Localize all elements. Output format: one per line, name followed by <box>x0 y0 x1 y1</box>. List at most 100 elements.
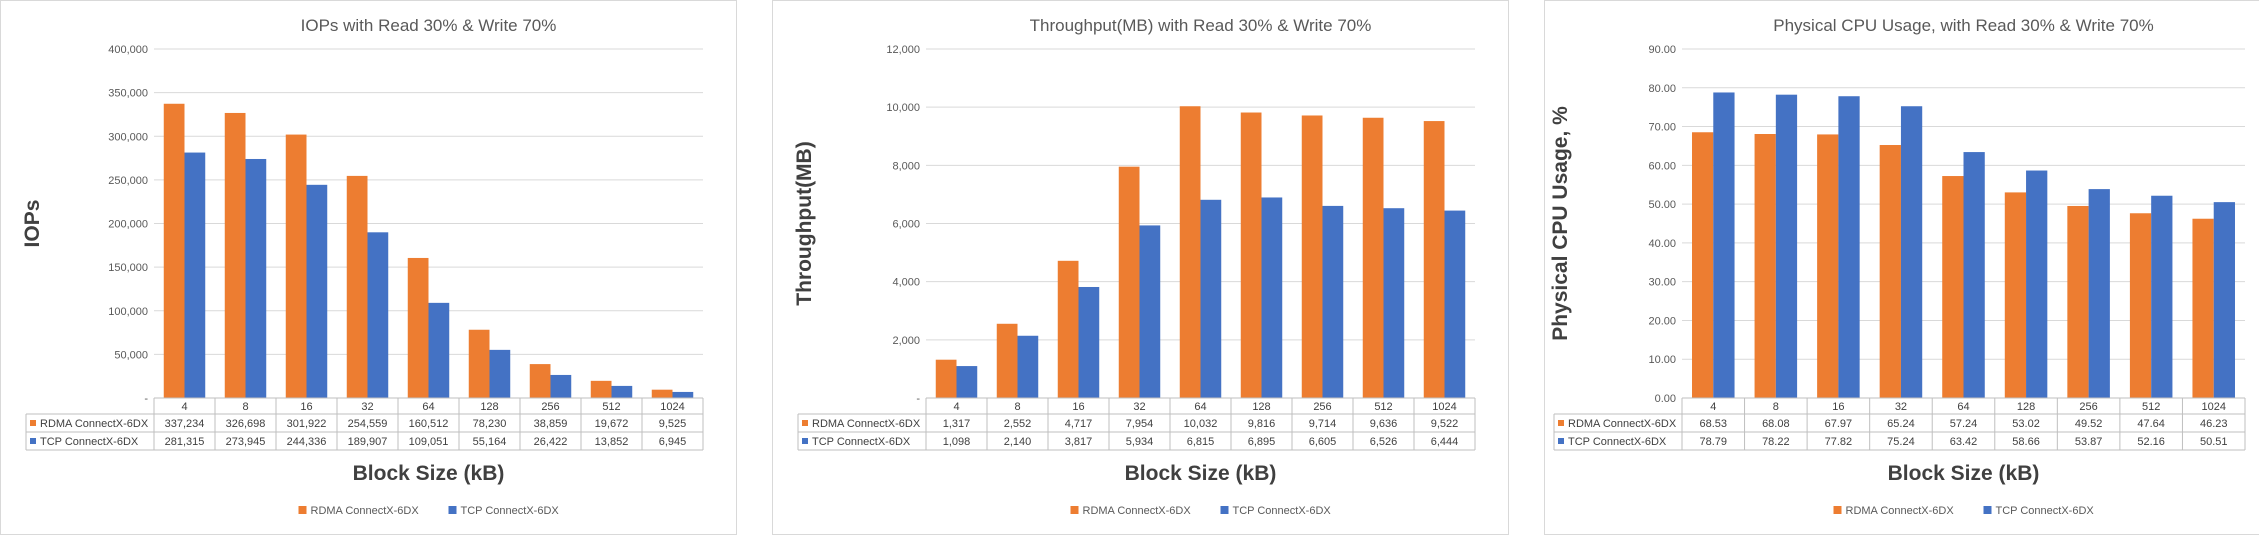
rdma-bar <box>1179 106 1201 399</box>
x-category-label: 64 <box>1957 401 1969 413</box>
y-tick-label: 80.00 <box>1648 83 1676 95</box>
table-value: 254,559 <box>348 418 388 430</box>
y-tick-label: - <box>144 393 148 405</box>
y-tick-label: - <box>916 393 920 405</box>
rdma-bar <box>996 323 1018 398</box>
table-value: 6,815 <box>1187 436 1215 448</box>
legend-label-tcp: TCP ConnectX-6DX <box>1233 505 1332 517</box>
table-value: 3,817 <box>1065 436 1093 448</box>
tcp-bar <box>184 152 206 398</box>
x-category-label: 512 <box>1374 401 1392 413</box>
table-value: 67.97 <box>1825 418 1853 430</box>
rdma-bar <box>1879 145 1901 398</box>
y-tick-label: 6,000 <box>892 219 920 231</box>
legend-swatch-tcp <box>1220 506 1229 514</box>
rdma-bar <box>1942 176 1964 398</box>
table-value: 10,032 <box>1184 418 1218 430</box>
x-category-label: 8 <box>1773 401 1779 413</box>
tcp-bar <box>611 385 633 398</box>
y-tick-label: 200,000 <box>108 219 148 231</box>
iops-y-axis-label: IOPs <box>21 200 44 248</box>
rdma-bar <box>651 389 673 398</box>
tcp-bar <box>367 232 389 398</box>
rdma-bar <box>1301 115 1323 398</box>
chart-panel-throughput: Throughput(MB) with Read 30% & Write 70%… <box>772 0 1509 535</box>
y-tick-label: 400,000 <box>108 44 148 56</box>
tcp-bar <box>2026 170 2048 398</box>
table-value: 337,234 <box>165 418 205 430</box>
rdma-bar <box>1118 166 1140 398</box>
table-row-header: TCP ConnectX-6DX <box>812 436 911 448</box>
x-category-label: 32 <box>1133 401 1145 413</box>
rdma-bar <box>346 175 368 398</box>
y-tick-label: 12,000 <box>886 44 920 56</box>
tcp-bar <box>1383 208 1405 398</box>
throughput-chart-title: Throughput(MB) with Read 30% & Write 70% <box>1030 16 1372 35</box>
table-row-header: RDMA ConnectX-6DX <box>40 418 149 430</box>
table-value: 6,945 <box>659 436 687 448</box>
x-category-label: 8 <box>242 401 248 413</box>
rdma-bar <box>935 359 957 398</box>
y-tick-label: 250,000 <box>108 175 148 187</box>
tcp-bar <box>2213 202 2235 398</box>
x-category-label: 1024 <box>2201 401 2225 413</box>
rdma-bar <box>1692 132 1714 398</box>
y-tick-label: 50.00 <box>1648 199 1676 211</box>
x-category-label: 512 <box>2142 401 2160 413</box>
y-tick-label: 20.00 <box>1648 315 1676 327</box>
legend-swatch-rdma <box>1833 506 1842 514</box>
table-value: 4,717 <box>1065 418 1093 430</box>
tcp-bar <box>489 349 511 398</box>
x-category-label: 16 <box>1832 401 1844 413</box>
table-value: 75.24 <box>1887 436 1915 448</box>
table-value: 65.24 <box>1887 418 1915 430</box>
table-value: 281,315 <box>165 436 205 448</box>
iops-chart: IOPs with Read 30% & Write 70% - 50,000 100… <box>21 16 704 517</box>
table-value: 189,907 <box>348 436 388 448</box>
table-value: 55,164 <box>473 436 507 448</box>
table-value: 6,444 <box>1431 436 1459 448</box>
x-category-label: 16 <box>1072 401 1084 413</box>
throughput-y-axis-label: Throughput(MB) <box>793 141 816 305</box>
tcp-bar <box>1322 205 1344 398</box>
table-row-header: TCP ConnectX-6DX <box>40 436 139 448</box>
table-value: 1,098 <box>943 436 971 448</box>
table-value: 38,859 <box>534 418 568 430</box>
tcp-bar <box>245 158 267 398</box>
throughput-chart: Throughput(MB) with Read 30% & Write 70%… <box>793 16 1476 517</box>
rdma-bar <box>1817 134 1839 399</box>
x-category-label: 512 <box>602 401 620 413</box>
table-value: 273,945 <box>226 436 266 448</box>
table-value: 244,336 <box>287 436 327 448</box>
chart-panel-iops: IOPs with Read 30% & Write 70% - 50,000 100… <box>0 0 737 535</box>
tcp-bar <box>550 374 572 398</box>
rdma-bar <box>285 134 307 398</box>
table-value: 68.08 <box>1762 418 1790 430</box>
x-category-label: 64 <box>1194 401 1206 413</box>
table-key-swatch <box>30 420 36 426</box>
tcp-bar <box>1713 92 1735 399</box>
y-tick-label: 70.00 <box>1648 122 1676 134</box>
table-value: 19,672 <box>595 418 629 430</box>
y-tick-label: 350,000 <box>108 88 148 100</box>
y-tick-label: 4,000 <box>892 277 920 289</box>
table-value: 9,714 <box>1309 418 1337 430</box>
table-value: 9,522 <box>1431 418 1459 430</box>
cpu-chart: Physical CPU Usage, with Read 30% & Writ… <box>1549 16 2246 517</box>
table-value: 9,525 <box>659 418 687 430</box>
table-value: 47.64 <box>2137 418 2165 430</box>
chart-panel-cpu: Physical CPU Usage, with Read 30% & Writ… <box>1544 0 2259 535</box>
cpu-chart-title: Physical CPU Usage, with Read 30% & Writ… <box>1773 16 2153 35</box>
y-tick-label: 60.00 <box>1648 160 1676 172</box>
y-tick-label: 300,000 <box>108 131 148 143</box>
table-key-swatch <box>802 438 808 444</box>
rdma-bar <box>1362 117 1384 399</box>
tcp-bar <box>2088 189 2110 398</box>
x-category-label: 256 <box>541 401 559 413</box>
table-value: 9,816 <box>1248 418 1276 430</box>
table-value: 78.79 <box>1700 436 1728 448</box>
legend-label-tcp: TCP ConnectX-6DX <box>1996 505 2095 517</box>
tcp-bar <box>1139 225 1161 398</box>
rdma-bar <box>590 380 612 398</box>
table-value: 26,422 <box>534 436 568 448</box>
